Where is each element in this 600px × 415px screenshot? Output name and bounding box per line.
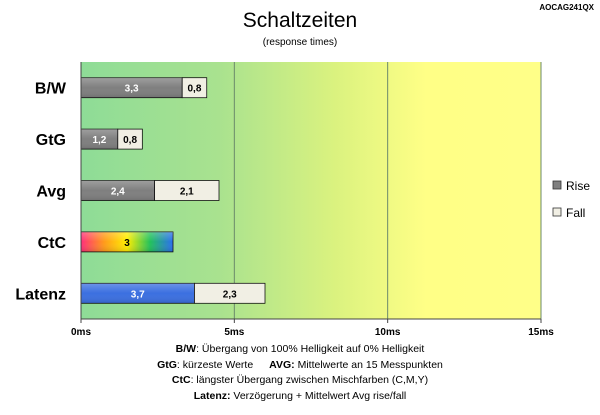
note-latenz-key: Latenz: <box>193 389 231 402</box>
bar-fall <box>117 128 143 150</box>
bar-rise-shade <box>81 180 155 201</box>
chart-notes: B/W: Übergang von 100% Helligkeit auf 0%… <box>0 342 600 404</box>
x-axis-ticks: 0ms 5ms 10ms 15ms <box>71 319 554 338</box>
bar-rise-shade <box>81 283 195 304</box>
category-label: GtG <box>36 132 66 149</box>
x-tick-label: 10ms <box>375 327 401 338</box>
note-bw: B/W: Übergang von 100% Helligkeit auf 0%… <box>0 342 600 358</box>
legend-rise-swatch <box>552 180 562 190</box>
note-ctc-text: : längster Übergang zwischen Mischfarben… <box>190 374 429 386</box>
category-labels: B/W GtG Avg CtC Latenz <box>15 81 67 304</box>
bar-rise-shade <box>81 77 183 98</box>
note-bw-text: : Übergang von 100% Helligkeit auf 0% He… <box>196 343 425 355</box>
legend-rise-label: Rise <box>566 179 590 193</box>
bar-fall-value-label: 2,1 <box>180 187 194 198</box>
note-gtg-key: GtG <box>157 358 177 371</box>
category-label: B/W <box>35 81 67 98</box>
note-gtg-avg: GtG: kürzeste Werte AVG: Mittelwerte an 1… <box>0 358 600 374</box>
legend: Rise Fall <box>552 179 590 220</box>
bar-fall <box>194 282 266 304</box>
legend-fall-swatch <box>552 207 562 217</box>
note-gtg-text: : kürzeste Werte <box>176 358 254 371</box>
note-ctc: CtC: längster Übergang zwischen Mischfar… <box>0 373 600 389</box>
note-latenz: Latenz: Verzögerung + Mittelwert Avg ris… <box>0 389 600 405</box>
note-latenz-text: Verzögerung + Mittelwert Avg rise/fall <box>230 389 407 402</box>
bar-rise-shade <box>81 129 118 150</box>
bar-rise-value-label: 3,3 <box>125 84 139 95</box>
category-label: Latenz <box>15 286 66 303</box>
bar-rise-value-label: 2,4 <box>111 187 125 198</box>
x-tick-label: 0ms <box>71 327 91 338</box>
bar-rise-shade <box>81 231 173 252</box>
monitor-model-label: AOCAG241QX <box>539 3 594 12</box>
note-ctc-key: CtC <box>171 374 191 386</box>
note-bw-key: B/W <box>175 343 197 355</box>
legend-fall-label: Fall <box>566 206 585 220</box>
bar-rise-value-label: 1,2 <box>92 135 106 146</box>
note-avg-key: AVG: <box>269 358 295 371</box>
bar-fall-value-label: 0,8 <box>123 135 137 146</box>
note-avg-text: Mittelwerte an 15 Messpunkten <box>294 358 443 371</box>
category-label: Avg <box>36 184 66 201</box>
x-tick-label: 15ms <box>528 327 554 338</box>
gridlines <box>233 62 542 319</box>
bar-fall <box>181 77 208 99</box>
bar-rise-value-label: 3 <box>124 238 130 249</box>
bar-fall-value-label: 2,3 <box>223 289 237 300</box>
bars: 3,3 0,8 1,2 0,8 2,4 2,1 3 3,7 2,3 <box>80 77 266 304</box>
category-label: CtC <box>38 235 67 252</box>
bar-fall-value-label: 0,8 <box>188 84 202 95</box>
chart-subtitle: (response times) <box>263 37 337 48</box>
bar-fall <box>154 180 220 201</box>
bar-rise-value-label: 3,7 <box>131 289 145 300</box>
chart-title: Schaltzeiten <box>243 9 357 32</box>
x-tick-label: 5ms <box>224 327 244 338</box>
